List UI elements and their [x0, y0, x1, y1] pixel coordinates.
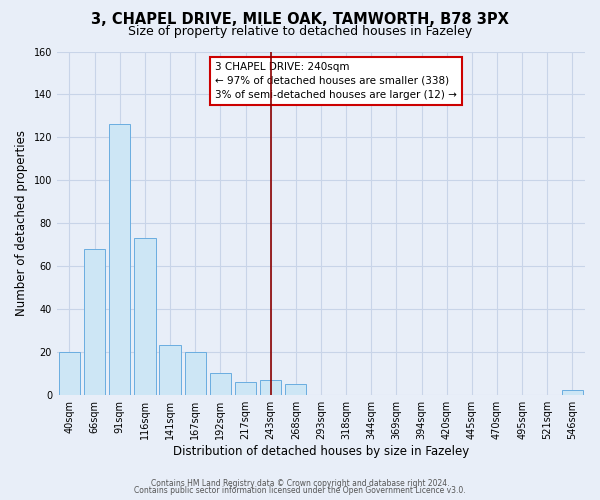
Text: Contains HM Land Registry data © Crown copyright and database right 2024.: Contains HM Land Registry data © Crown c… [151, 478, 449, 488]
Bar [160, 346, 181, 395]
Text: 3 CHAPEL DRIVE: 240sqm
← 97% of detached houses are smaller (338)
3% of semi-det: 3 CHAPEL DRIVE: 240sqm ← 97% of detached… [215, 62, 457, 100]
Bar [562, 390, 583, 394]
Y-axis label: Number of detached properties: Number of detached properties [15, 130, 28, 316]
Bar [134, 238, 155, 394]
Bar [84, 249, 106, 394]
Text: Size of property relative to detached houses in Fazeley: Size of property relative to detached ho… [128, 25, 472, 38]
Bar [59, 352, 80, 395]
X-axis label: Distribution of detached houses by size in Fazeley: Distribution of detached houses by size … [173, 444, 469, 458]
Bar [235, 382, 256, 394]
Bar [109, 124, 130, 394]
Text: Contains public sector information licensed under the Open Government Licence v3: Contains public sector information licen… [134, 486, 466, 495]
Bar [185, 352, 206, 395]
Bar [260, 380, 281, 394]
Bar [209, 374, 231, 394]
Text: 3, CHAPEL DRIVE, MILE OAK, TAMWORTH, B78 3PX: 3, CHAPEL DRIVE, MILE OAK, TAMWORTH, B78… [91, 12, 509, 28]
Bar [285, 384, 307, 394]
